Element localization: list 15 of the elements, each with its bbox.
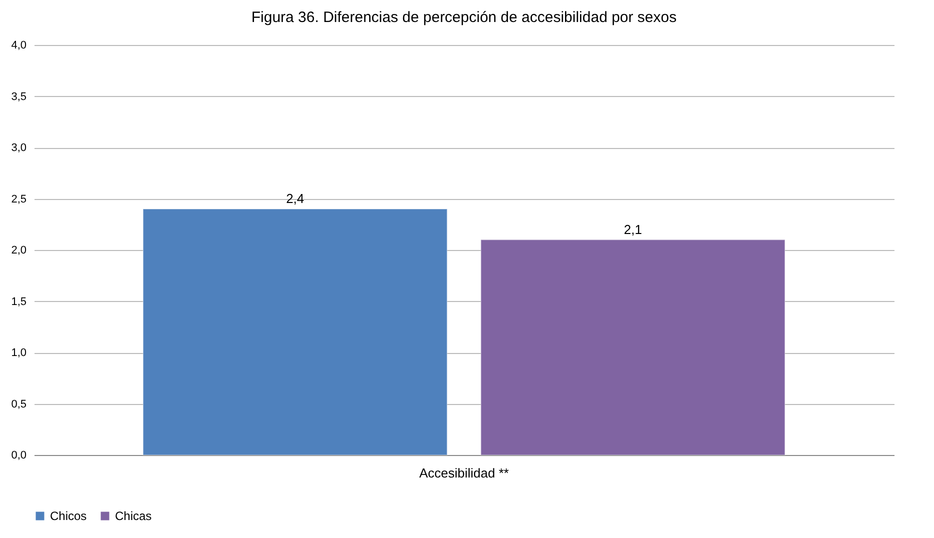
y-tick-label: 3,0	[11, 142, 26, 154]
y-tick-label: 0,5	[11, 398, 26, 410]
y-tick-label: 0,0	[11, 450, 26, 462]
y-tick-label: 4,0	[11, 40, 26, 52]
y-tick-label: 2,5	[11, 193, 26, 206]
data-label: 2,4	[286, 191, 304, 206]
y-tick-label: 3,5	[11, 90, 26, 103]
data-label: 2,1	[624, 222, 642, 237]
y-tick-label: 1,0	[11, 347, 26, 359]
x-tick-label: Accesibilidad **	[419, 466, 509, 480]
y-tick-label: 2,0	[11, 244, 26, 256]
chart-title: Figura 36. Diferencias de percepción de accesibilidad por sexos	[251, 9, 677, 26]
legend-label: Chicas	[115, 509, 152, 523]
legend-label: Chicos	[50, 509, 87, 523]
y-tick-label: 1,5	[11, 296, 26, 308]
